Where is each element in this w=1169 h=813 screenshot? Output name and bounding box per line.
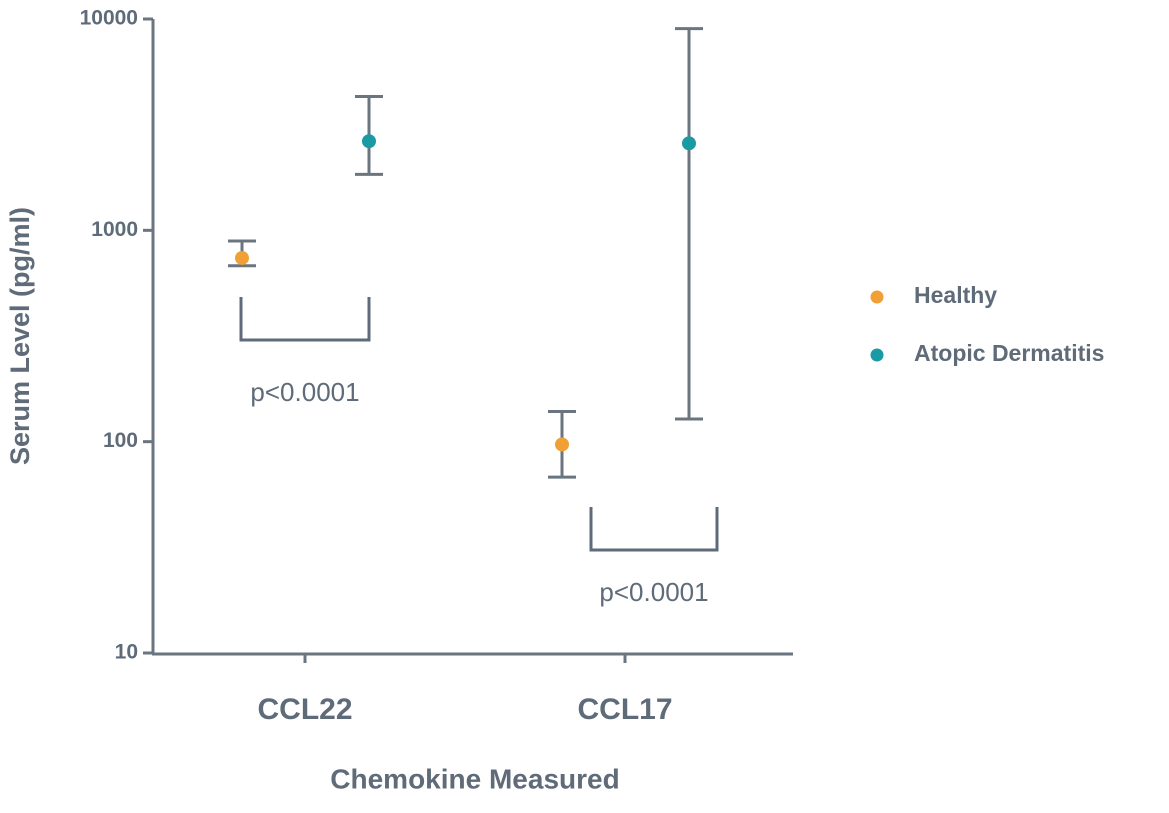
legend-label: Healthy — [914, 282, 997, 308]
x-axis-title: Chemokine Measured — [330, 763, 619, 794]
data-point — [362, 134, 376, 149]
data-point — [682, 136, 696, 151]
annotation: p<0.0001 — [599, 577, 708, 607]
y-tick-label: 100 — [103, 429, 138, 452]
data-point — [555, 437, 569, 452]
annotation: p<0.0001 — [250, 377, 359, 407]
significance-bracket — [239, 297, 371, 342]
significance-bracket — [589, 507, 719, 552]
x-tick-label: CCL17 — [577, 693, 672, 726]
x-tick-label: CCL22 — [257, 693, 352, 726]
y-tick-label: 1000 — [91, 218, 138, 241]
y-tick-label: 10000 — [80, 7, 138, 30]
y-axis-title: Serum Level (pg/ml) — [5, 207, 35, 465]
legend-marker — [870, 348, 884, 362]
y-tick-label: 10 — [115, 641, 138, 664]
legend-label: Atopic Dermatitis — [914, 340, 1104, 366]
legend-marker — [870, 290, 884, 304]
data-point — [235, 250, 249, 265]
